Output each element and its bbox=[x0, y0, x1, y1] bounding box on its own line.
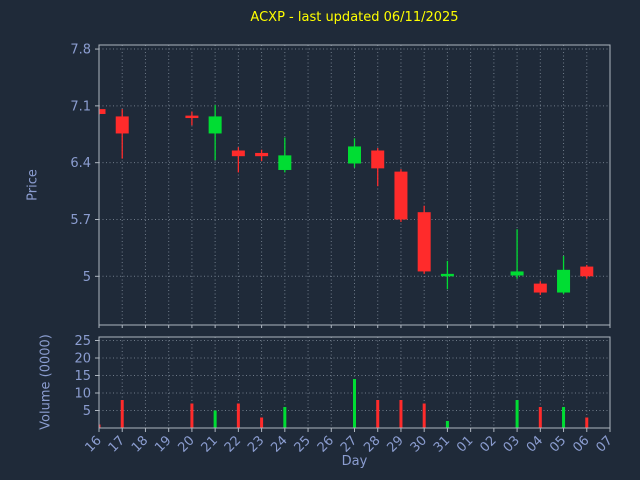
candle-body bbox=[115, 116, 129, 134]
y-tick-label: 5.7 bbox=[70, 213, 91, 228]
volume-bar bbox=[99, 424, 101, 428]
y-tick-label: 7.8 bbox=[70, 43, 91, 58]
grid bbox=[98, 45, 611, 325]
x-tick-label: 16 bbox=[83, 433, 105, 455]
x-tick-label: 21 bbox=[199, 433, 221, 455]
candle-body bbox=[348, 146, 361, 164]
volume-bar bbox=[562, 407, 566, 428]
candle-body bbox=[208, 116, 222, 134]
volume-bar bbox=[445, 421, 449, 428]
volume-bar bbox=[120, 400, 124, 428]
y-tick-label: 10 bbox=[74, 387, 91, 402]
volume-bar bbox=[190, 403, 194, 428]
x-tick-label: 17 bbox=[106, 433, 128, 455]
x-tick-label: 24 bbox=[268, 433, 290, 455]
y-tick-label: 5 bbox=[83, 404, 91, 419]
y-tick-label: 15 bbox=[74, 369, 91, 384]
candle-body bbox=[278, 155, 292, 170]
x-tick-label: 01 bbox=[454, 433, 476, 455]
volume-series bbox=[99, 379, 589, 428]
volume-bar bbox=[376, 400, 380, 428]
candle-body bbox=[371, 150, 385, 169]
volume-bar bbox=[283, 407, 287, 428]
candle-body bbox=[417, 212, 431, 272]
x-tick-label: 20 bbox=[175, 433, 197, 455]
volume-bar bbox=[353, 379, 356, 428]
axis-ticks bbox=[95, 48, 611, 432]
x-tick-label: 22 bbox=[222, 433, 244, 455]
volume-bar bbox=[585, 417, 589, 428]
y-tick-label: 20 bbox=[74, 352, 91, 367]
x-tick-label: 19 bbox=[152, 433, 174, 455]
x-tick-label: 02 bbox=[477, 433, 499, 455]
x-tick-label: 06 bbox=[570, 433, 592, 455]
x-tick-label: 04 bbox=[524, 433, 546, 455]
x-tick-label: 27 bbox=[338, 433, 360, 455]
candle-body bbox=[185, 115, 199, 119]
candle-body bbox=[394, 171, 408, 220]
volume-bar bbox=[422, 403, 426, 428]
x-tick-label: 28 bbox=[361, 433, 383, 455]
x-tick-label: 29 bbox=[384, 433, 406, 455]
x-tick-label: 31 bbox=[431, 433, 453, 455]
y-tick-label: 7.1 bbox=[70, 99, 91, 114]
volume-bar bbox=[213, 410, 217, 428]
candle-body bbox=[580, 266, 594, 277]
x-tick-label: 07 bbox=[594, 433, 616, 455]
x-tick-label: 23 bbox=[245, 433, 267, 455]
candle-body bbox=[99, 109, 106, 114]
candle-body bbox=[533, 283, 547, 293]
x-tick-label: 25 bbox=[292, 433, 314, 455]
candle-body bbox=[231, 150, 245, 157]
y-tick-label: 25 bbox=[74, 334, 91, 349]
candle-body bbox=[440, 273, 454, 277]
chart-title: ACXP - last updated 06/11/2025 bbox=[250, 10, 459, 25]
x-tick-label: 26 bbox=[315, 433, 337, 455]
y-tick-label: 6.4 bbox=[70, 156, 91, 171]
candle-body bbox=[557, 269, 571, 293]
volume-bar bbox=[515, 400, 519, 428]
candle-body bbox=[510, 271, 524, 276]
candle-body bbox=[255, 152, 269, 157]
volume-bar bbox=[260, 417, 264, 428]
volume-bar bbox=[399, 400, 403, 428]
y-tick-label: 5 bbox=[83, 270, 91, 285]
x-tick-label: 03 bbox=[501, 433, 523, 455]
x-tick-label: 18 bbox=[129, 433, 151, 455]
x-tick-label: 05 bbox=[547, 433, 569, 455]
volume-bar bbox=[538, 407, 542, 428]
volume-bar bbox=[236, 403, 240, 428]
x-axis-label: Day bbox=[341, 454, 368, 469]
x-tick-label: 30 bbox=[408, 433, 430, 455]
candlestick-series bbox=[99, 105, 594, 295]
